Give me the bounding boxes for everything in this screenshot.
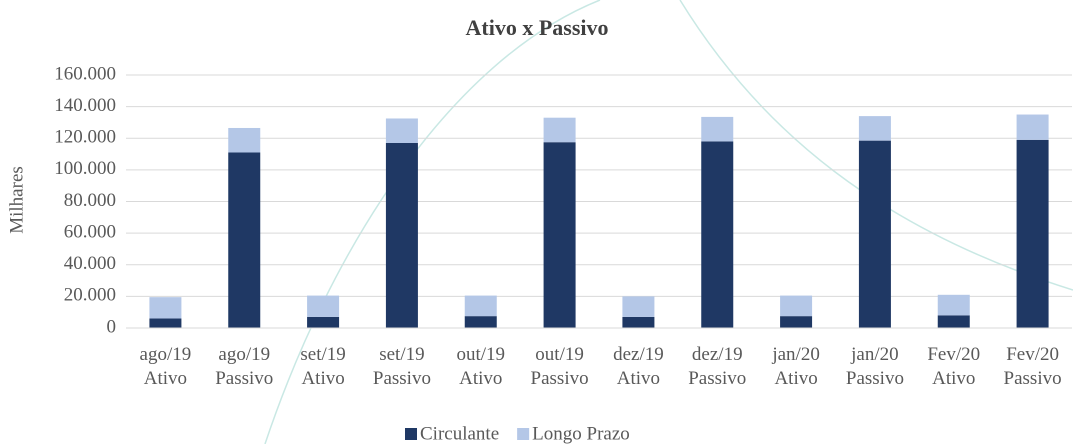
y-tick-label: 40.000 <box>64 253 116 274</box>
bar <box>858 140 891 328</box>
bar <box>464 295 497 317</box>
bar <box>228 152 261 328</box>
x-tick-label: dez/19 Passivo <box>688 344 746 389</box>
y-tick-label: 120.000 <box>54 127 116 148</box>
bar <box>1016 114 1049 140</box>
bar <box>307 316 340 328</box>
bar <box>780 295 813 317</box>
y-tick-label: 0 <box>107 316 117 337</box>
x-tick-label: set/19 Ativo <box>300 344 345 389</box>
x-tick-label: Fev/20 Passivo <box>1004 344 1062 389</box>
legend-label: Longo Prazo <box>532 423 630 444</box>
chart-title: Ativo x Passivo <box>466 15 609 40</box>
y-tick-label: 80.000 <box>64 190 116 211</box>
x-tick-label: jan/20 Ativo <box>771 344 820 389</box>
x-tick-label: out/19 Passivo <box>531 344 589 389</box>
bar <box>1016 139 1049 328</box>
bar <box>858 116 891 141</box>
x-tick-label: dez/19 Ativo <box>613 344 664 389</box>
x-tick-label: Fev/20 Ativo <box>927 344 980 389</box>
bar <box>937 294 970 316</box>
x-tick-label: ago/19 Ativo <box>140 344 192 389</box>
x-tick-label: jan/20 Passivo <box>846 344 904 389</box>
y-tick-label: 20.000 <box>64 285 116 306</box>
x-tick-label: set/19 Passivo <box>373 344 431 389</box>
y-tick-label: 60.000 <box>64 221 116 242</box>
bar <box>701 116 734 142</box>
decor-curve <box>679 0 1073 291</box>
bar <box>149 318 182 328</box>
bar <box>701 141 734 328</box>
bar <box>622 296 655 317</box>
bar <box>543 117 576 143</box>
y-tick-label: 140.000 <box>54 95 116 116</box>
bar <box>385 118 418 143</box>
bar <box>543 142 576 328</box>
bar <box>149 297 182 319</box>
bar <box>228 127 261 153</box>
y-tick-label: 160.000 <box>54 63 116 84</box>
legend-swatch <box>405 428 417 440</box>
legend-swatch <box>517 428 530 440</box>
x-tick-label: out/19 Ativo <box>456 344 505 389</box>
legend-label: Circulante <box>420 423 499 444</box>
bar <box>937 315 970 328</box>
bar <box>385 142 418 328</box>
bar <box>622 316 655 328</box>
y-axis-label: Milhares <box>6 166 27 234</box>
x-tick-label: ago/19 Passivo <box>215 344 273 389</box>
bar <box>780 316 813 328</box>
y-tick-label: 100.000 <box>54 158 116 179</box>
bar <box>464 316 497 328</box>
bar <box>307 295 340 317</box>
